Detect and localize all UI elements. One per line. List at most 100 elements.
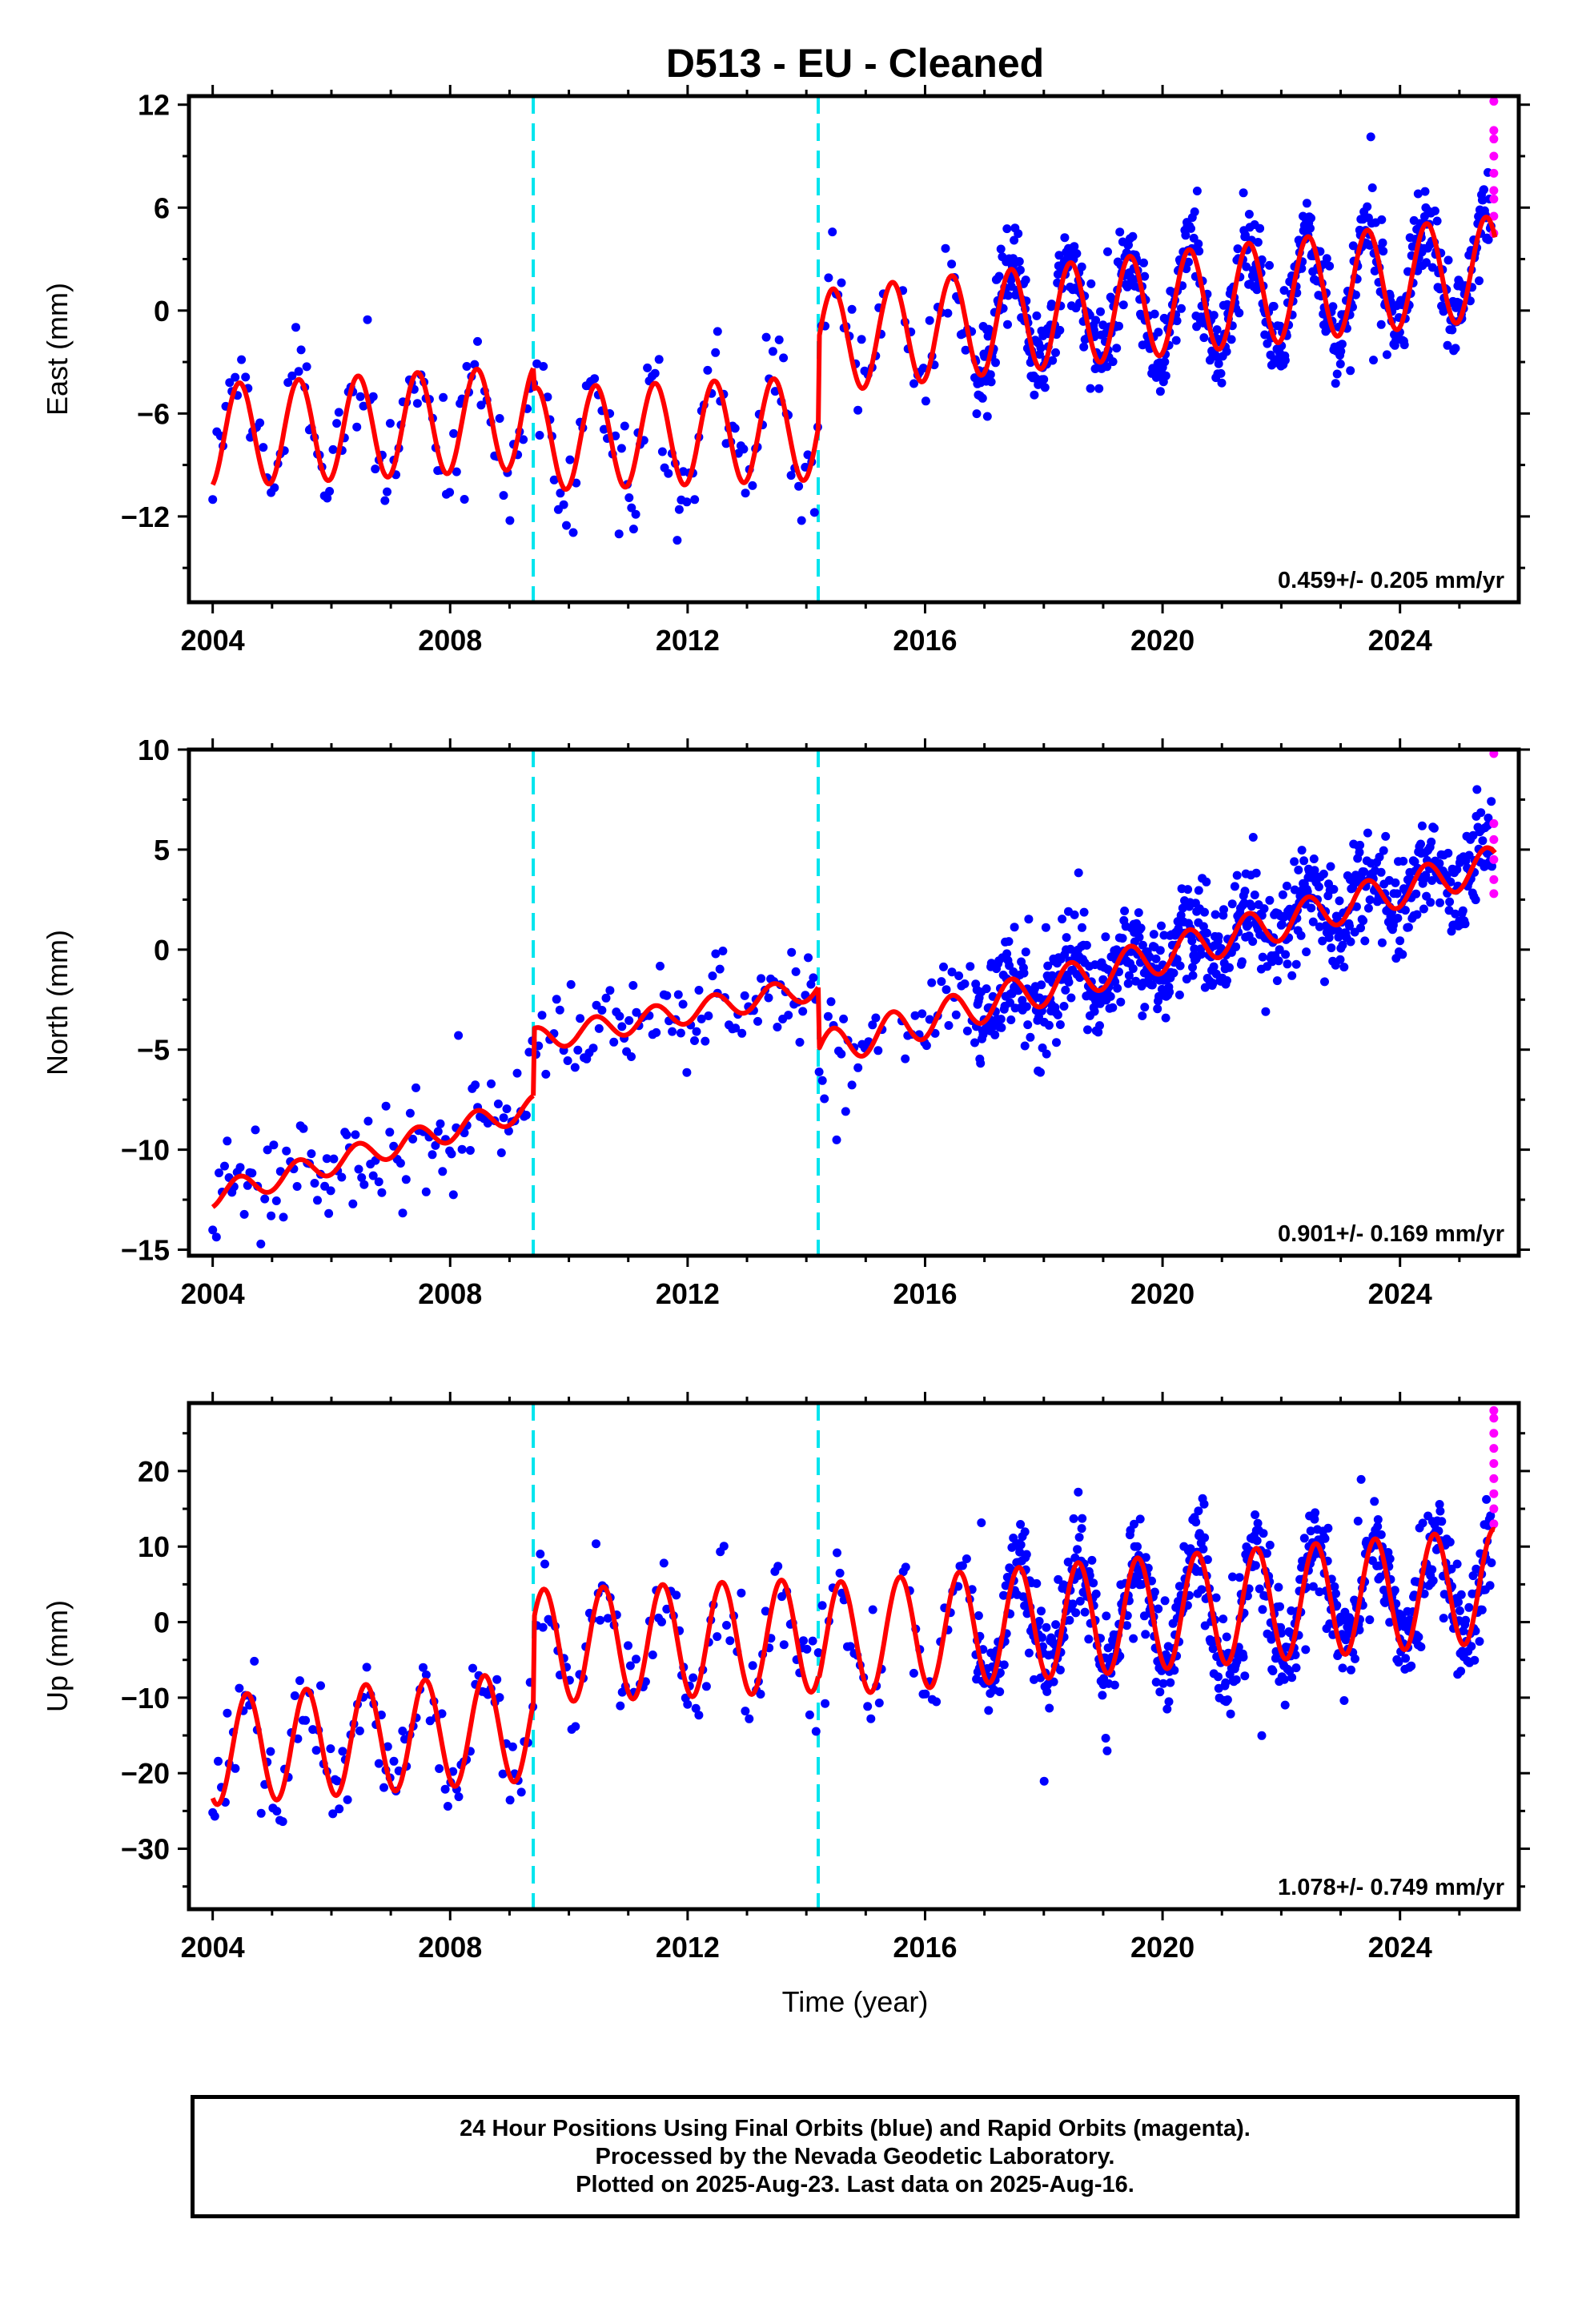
data-point [1055,1020,1065,1029]
rapid-point [1489,126,1499,135]
data-point [1455,1606,1464,1615]
data-point [1484,235,1493,244]
data-point [828,227,837,237]
data-point [250,1656,259,1666]
data-point [648,1651,657,1659]
data-point [1074,1487,1083,1497]
data-point [1164,1697,1174,1707]
data-point [1488,862,1496,871]
data-point [1191,1518,1201,1527]
data-point [1414,1632,1423,1642]
plot-frame [187,94,1521,605]
data-point [374,1177,383,1187]
data-point [997,1023,1006,1032]
data-point [1376,320,1386,329]
data-point [1090,1007,1099,1016]
data-point [1202,877,1211,887]
data-point [1407,242,1417,251]
data-point [342,1130,351,1140]
data-point [1190,944,1199,954]
data-point [223,1136,232,1146]
data-point [871,1013,881,1023]
data-point [436,1119,445,1128]
rapid-point [1489,1458,1499,1468]
data-point [1318,936,1327,946]
data-point [985,326,994,336]
data-point [1378,238,1387,247]
data-point [1332,369,1342,379]
data-point [1183,885,1193,895]
data-point [541,1069,551,1079]
data-point [657,1617,666,1626]
data-point [1367,183,1377,192]
data-point [269,1140,279,1150]
data-point [1332,1601,1342,1610]
data-point [1003,320,1012,329]
data-point [1240,1671,1250,1681]
data-point [1426,898,1435,907]
data-point [1279,286,1289,296]
data-point [1451,344,1460,353]
data-point [1281,950,1291,959]
data-point [505,516,515,525]
data-point [290,1691,299,1700]
x-tick-label: 2012 [656,1277,720,1310]
data-point [668,1027,677,1036]
data-point [1214,359,1223,368]
data-point [223,1708,232,1718]
data-point [1422,258,1431,267]
data-point [794,481,804,491]
data-point [1114,321,1123,331]
data-point [355,1726,364,1735]
model-fit-curve [210,1526,1496,1807]
data-point [599,424,608,434]
data-point [1157,921,1166,931]
data-point [1082,940,1091,950]
data-point [962,1026,972,1035]
data-point [590,374,600,384]
data-point [1091,1589,1101,1598]
data-point [1009,1534,1018,1542]
data-point [1165,987,1174,997]
data-point [1421,870,1431,880]
data-point [603,1614,612,1623]
data-point [1118,934,1127,943]
data-point [1140,1003,1150,1012]
data-point [627,503,636,513]
data-point [1413,189,1423,199]
data-point [722,1621,731,1630]
data-point [683,1699,693,1709]
data-point [326,1186,335,1196]
data-point [516,1787,526,1797]
data-point [1020,1527,1030,1537]
data-point [470,360,480,369]
data-point [1377,215,1387,224]
data-point [863,1702,873,1711]
data-point [1002,224,1012,234]
data-point [804,953,813,963]
data-point [703,365,713,375]
data-point [1319,309,1328,319]
data-point [537,1011,547,1020]
data-point [795,1038,805,1047]
data-point [1177,304,1186,313]
data-point [676,1028,685,1038]
data-point [1228,1572,1237,1582]
rapid-point [1489,1519,1499,1529]
data-point [768,347,777,356]
data-point [1010,923,1019,932]
data-point [976,1059,986,1068]
data-point [932,1697,942,1707]
data-point [1074,868,1083,878]
rapid-point [1489,1474,1499,1483]
data-point [1351,1654,1359,1663]
data-point [1478,195,1488,205]
data-point [761,1606,770,1616]
data-point [748,1661,757,1671]
rapid-point [1489,1489,1499,1498]
data-point [1222,1632,1231,1642]
data-point [1014,229,1023,239]
data-point [943,308,953,318]
data-point [1379,846,1388,855]
data-point [1430,206,1439,215]
